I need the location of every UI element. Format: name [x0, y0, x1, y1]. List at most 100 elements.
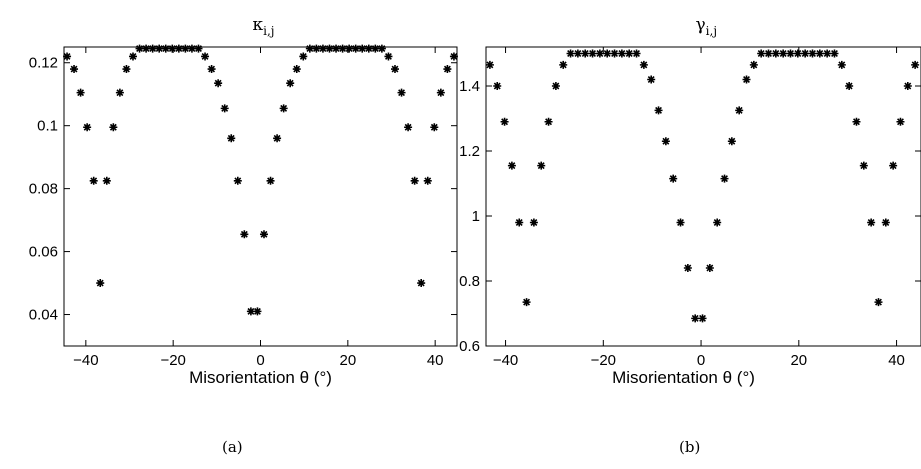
kappa-plot-data-point — [443, 65, 452, 74]
gamma-plot-data-point — [529, 218, 538, 227]
kappa-plot-data-point — [135, 44, 144, 53]
gamma-plot-data-point — [749, 60, 758, 69]
kappa-plot-data-point — [423, 176, 432, 185]
kappa-plot-data-point — [397, 88, 406, 97]
kappa-plot-data-point — [325, 44, 334, 53]
gamma-plot-data-point — [603, 49, 612, 58]
kappa-plot-data-point — [89, 176, 98, 185]
gamma-plot-x-tick-label: 0 — [697, 352, 705, 369]
gamma-plot-x-ticks: −40 −20 0 20 40 — [493, 47, 905, 369]
kappa-plot-data-point — [220, 104, 229, 113]
gamma-plot-data-point — [544, 117, 553, 126]
gamma-plot-data-point — [588, 49, 597, 58]
gamma-plot-data-point — [757, 49, 766, 58]
gamma-plot-data-point — [896, 117, 905, 126]
kappa-plot-x-tick-label: −40 — [73, 352, 98, 369]
gamma-plot-y-tick-label: 0.8 — [459, 273, 480, 290]
kappa-plot-y-tick-label: 0.04 — [29, 307, 58, 324]
gamma-plot-data-point — [654, 106, 663, 115]
kappa-plot-data-point — [305, 44, 314, 53]
gamma-plot-data-point — [727, 137, 736, 146]
kappa-plot-data-point — [417, 279, 426, 288]
kappa-plot-data-point — [187, 44, 196, 53]
gamma-plot-data-point — [493, 82, 502, 90]
kappa-plot-data-point — [358, 44, 367, 53]
kappa-plot-data-point — [259, 230, 268, 239]
kappa-plot-data-point — [404, 123, 413, 132]
gamma-plot-data-point — [830, 49, 839, 58]
gamma-plot-data-point — [610, 49, 619, 58]
gamma-plot-data-point — [815, 49, 824, 58]
gamma-plot-x-tick-label: −40 — [493, 352, 518, 369]
kappa-plot-data-point — [115, 88, 124, 97]
gamma-plot-data-point — [691, 314, 700, 323]
gamma-plot-data-point — [823, 49, 832, 58]
kappa-plot: κi,j 0.04 0.06 0.08 0.1 0.12 −40 −20 0 20 40 Mis… — [29, 15, 458, 387]
kappa-plot-data-point — [233, 176, 242, 185]
gamma-plot-data-point — [771, 49, 780, 58]
gamma-plot-data-point — [573, 49, 582, 58]
kappa-plot-x-label: Misorientation θ (°) — [189, 368, 332, 387]
kappa-plot-data-point — [384, 52, 393, 61]
gamma-plot-x-label: Misorientation θ (°) — [612, 368, 755, 387]
gamma-plot-data-point — [617, 49, 626, 58]
kappa-plot-data-point — [109, 123, 118, 132]
gamma-plot-data-point — [911, 60, 920, 69]
gamma-plot-data-point — [705, 264, 714, 272]
kappa-plot-data-point — [174, 44, 183, 53]
kappa-plot-x-tick-label: 40 — [427, 352, 444, 369]
kappa-plot-y-tick-label: 0.12 — [29, 55, 58, 72]
gamma-plot-data-point — [515, 218, 524, 227]
gamma-plot-data-point — [720, 174, 729, 183]
gamma-plot-data-point — [537, 161, 546, 170]
gamma-plot-y-tick-label: 1 — [472, 208, 480, 225]
gamma-plot-data-point — [903, 82, 912, 90]
gamma-plot-data-point — [713, 218, 722, 227]
gamma-plot-data-point — [837, 60, 846, 69]
kappa-plot-data-point — [377, 44, 386, 53]
caption-a: (a) — [222, 438, 243, 456]
gamma-plot-data-point — [764, 49, 773, 58]
kappa-plot-data-point — [299, 52, 308, 61]
kappa-plot-x-ticks: −40 −20 0 20 40 — [73, 47, 444, 369]
gamma-plot-data-point — [632, 49, 641, 58]
gamma-plot-data-point — [889, 161, 898, 170]
gamma-plot-y-tick-label: 1.4 — [459, 78, 480, 95]
gamma-plot-data-point — [639, 60, 648, 69]
caption-b: (b) — [679, 438, 701, 456]
kappa-plot-data-point — [371, 44, 380, 53]
kappa-plot-data-point — [332, 44, 341, 53]
kappa-plot-data-point — [273, 134, 282, 143]
gamma-plot-data-point — [500, 117, 509, 126]
kappa-plot-y-tick-label: 0.08 — [29, 181, 58, 198]
kappa-plot-data-point — [155, 44, 164, 53]
gamma-plot-data-point — [683, 264, 692, 272]
kappa-plot-data-point — [449, 52, 458, 61]
kappa-plot-data-point — [76, 88, 85, 97]
kappa-plot-data-point — [148, 44, 157, 53]
kappa-plot-data-point — [63, 52, 72, 61]
kappa-plot-data-point — [266, 176, 275, 185]
gamma-plot-data-point — [661, 137, 670, 146]
gamma-plot-y-ticks: 0.6 0.8 1 1.2 1.4 — [459, 78, 921, 355]
kappa-plot-data-point — [181, 44, 190, 53]
gamma-plot-data-point — [801, 49, 810, 58]
gamma-plot-data-point — [698, 314, 707, 323]
gamma-plot-data-point — [647, 75, 656, 84]
kappa-plot-data-point — [122, 65, 131, 74]
gamma-plot-data-point — [779, 49, 788, 58]
kappa-plot-data-point — [83, 123, 92, 132]
kappa-plot-data-point — [227, 134, 236, 143]
kappa-plot-data-point — [292, 65, 301, 74]
kappa-plot-data-point — [345, 44, 354, 53]
gamma-plot-data-point — [881, 218, 890, 227]
kappa-plot-data-point — [286, 79, 295, 88]
kappa-plot-data-point — [430, 123, 439, 132]
kappa-plot-x-tick-label: 0 — [256, 352, 264, 369]
kappa-plot-data-point — [279, 104, 288, 113]
gamma-plot-y-tick-label: 0.6 — [459, 338, 480, 355]
kappa-plot-data-point — [390, 65, 399, 74]
kappa-plot-data-point — [161, 44, 170, 53]
kappa-plot-data-point — [364, 44, 373, 53]
